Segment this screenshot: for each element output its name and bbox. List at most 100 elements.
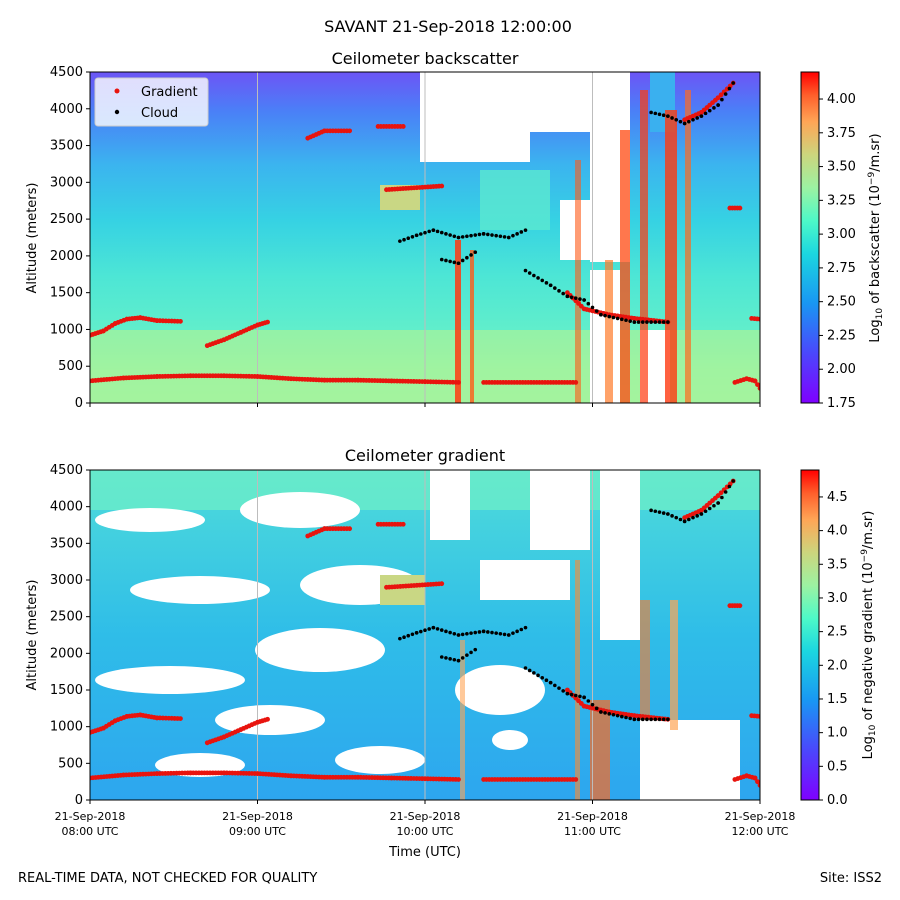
cloud-point (473, 233, 478, 237)
y-tick-label: 2500 (50, 610, 83, 625)
x-tick-date-label: 21-Sep-2018 (222, 810, 293, 823)
gradient-point (456, 777, 461, 782)
cloud-point (406, 236, 411, 241)
cloud-point (506, 235, 511, 240)
cloud-point (661, 320, 666, 324)
cloud-point (469, 631, 473, 635)
gradient-point (715, 493, 721, 499)
gradient-point (573, 777, 579, 782)
cloud-point (649, 110, 653, 115)
x-tick-date-label: 21-Sep-2018 (725, 810, 796, 823)
cloud-point (599, 710, 603, 714)
cloud-point (439, 628, 444, 632)
cloud-point (569, 295, 574, 300)
cloud-point (548, 283, 553, 288)
cloud-point (590, 305, 595, 310)
cloud-point (582, 695, 586, 700)
cloud-point (477, 630, 482, 634)
cloud-point (611, 712, 616, 717)
y-tick-label: 1000 (50, 720, 83, 735)
y-tick-label: 3000 (50, 175, 83, 190)
gradient-point (757, 316, 760, 322)
cloud-point (519, 627, 524, 632)
figure-title: SAVANT 21-Sep-2018 12:00:00 (324, 17, 572, 36)
cloud-point (657, 320, 662, 324)
cloud-point (448, 233, 452, 237)
cloud-point (406, 633, 411, 638)
cloud-point (727, 86, 732, 91)
x-tick-time-label: 12:00 UTC (731, 825, 788, 838)
cloud-point (695, 514, 699, 518)
x-tick-date-label: 21-Sep-2018 (390, 810, 461, 823)
cloud-point (431, 625, 436, 630)
cloud-point (636, 717, 641, 722)
cloud-point (414, 631, 419, 635)
cloud-point (636, 320, 641, 324)
cloud-point (439, 230, 444, 235)
cloud-point (481, 629, 486, 634)
gradient-point (265, 319, 270, 325)
cloud-point (481, 232, 486, 236)
cloud-point (557, 686, 561, 690)
cloud-point (691, 118, 695, 122)
cloud-point (603, 313, 607, 318)
cloud-point (666, 320, 670, 324)
cloud-point (582, 298, 586, 302)
colorbar-tick-label: 3.00 (827, 227, 856, 242)
footer-quality-note: REAL-TIME DATA, NOT CHECKED FOR QUALITY (18, 871, 317, 886)
cloud-point (603, 711, 607, 715)
cloud-point (727, 484, 732, 489)
cloud-point (494, 631, 498, 635)
cloud-point (523, 228, 528, 232)
cloud-point (402, 635, 406, 639)
cloud-point (578, 297, 582, 301)
top-y-axis: 0 500 1000 1500 2000 2500 3000 3500 4000 4500 (50, 65, 90, 411)
gradient-point (757, 714, 760, 719)
cloud-point (523, 625, 528, 630)
cloud-point (578, 694, 582, 699)
y-tick-label: 0 (75, 396, 83, 411)
cloud-point (670, 116, 674, 120)
cloud-point (498, 631, 503, 636)
cloud-point (419, 232, 423, 236)
cloud-point (594, 309, 599, 313)
cloud-point (674, 515, 679, 520)
bottom-x-ticks: 21-Sep-2018 08:00 UTC 21-Sep-2018 09:00 UTC… (55, 800, 796, 838)
gradient-point (178, 318, 183, 324)
cloud-point (687, 119, 691, 124)
cloud-point (452, 657, 457, 662)
legend: Gradient Cloud (94, 77, 209, 127)
cloud-point (687, 517, 691, 522)
cloud-point (444, 629, 448, 634)
cloud-point (590, 702, 595, 707)
cloud-point (460, 258, 465, 263)
cloud-point (456, 658, 461, 663)
cloud-point (561, 689, 565, 693)
colorbar-tick-label: 4.00 (827, 92, 856, 107)
cloud-point (653, 320, 658, 324)
colorbar-tick-label: 2.50 (827, 295, 856, 310)
gradient-point (757, 782, 760, 788)
colorbar-tick-label: 4.0 (827, 524, 848, 539)
cloud-point (657, 717, 662, 722)
bottom-panel-title: Ceilometer gradient (345, 446, 505, 465)
x-tick-time-label: 08:00 UTC (61, 825, 118, 838)
cloud-point (448, 630, 452, 635)
cloud-point (502, 632, 507, 637)
cloud-point (723, 490, 728, 494)
cloud-point (632, 717, 637, 722)
x-tick-time-label: 10:00 UTC (396, 825, 453, 838)
cloud-point (573, 693, 578, 698)
cloud-point (490, 233, 494, 237)
colorbar-tick-label: 3.75 (827, 126, 856, 141)
cloud-point (511, 631, 515, 635)
cloud-point (645, 717, 649, 722)
cloud-point (439, 655, 444, 659)
gradient-point (347, 526, 353, 532)
x-tick-time-label: 11:00 UTC (564, 825, 621, 838)
cloud-point (402, 237, 406, 242)
gradient-point (755, 779, 760, 785)
cloud-point (398, 636, 402, 641)
cloud-point (473, 647, 478, 652)
cloud-point (703, 509, 708, 514)
